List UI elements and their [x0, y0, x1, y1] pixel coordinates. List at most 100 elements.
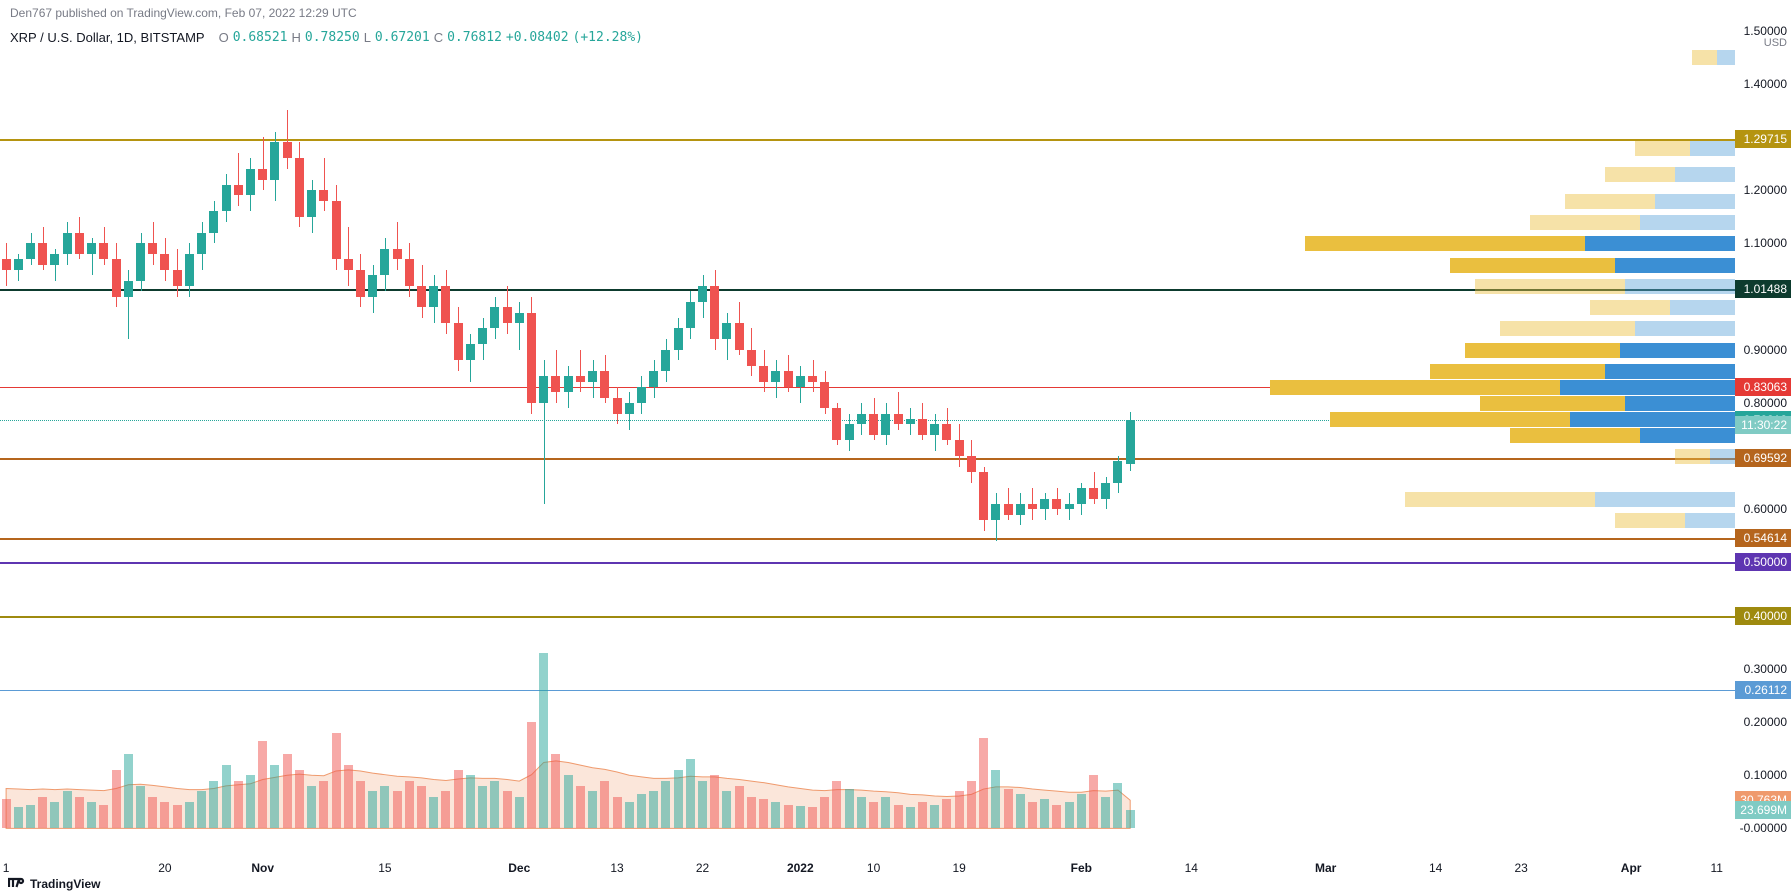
- volume-bar: [87, 802, 96, 829]
- candle-body: [124, 281, 133, 297]
- volume-bar: [270, 765, 279, 829]
- candle-body: [319, 190, 328, 201]
- volume-bar: [686, 759, 695, 828]
- volume-bar: [405, 781, 414, 829]
- candle-body: [1028, 504, 1037, 509]
- candle-body: [503, 307, 512, 323]
- vp-buy-bar: [1565, 194, 1655, 209]
- candle-body: [478, 328, 487, 344]
- candle-body: [185, 254, 194, 286]
- vp-sell-bar: [1640, 428, 1735, 443]
- candle-body: [160, 254, 169, 270]
- volume-bar: [942, 799, 951, 828]
- candle-body: [710, 286, 719, 339]
- candle-body: [50, 254, 59, 265]
- vp-buy-bar: [1605, 167, 1675, 182]
- y-tick: 0.90000: [1744, 343, 1787, 357]
- volume-bar: [112, 770, 121, 829]
- vp-sell-bar: [1717, 50, 1735, 65]
- vp-buy-bar: [1305, 236, 1585, 251]
- volume-bar: [857, 797, 866, 829]
- publish-header: Den767 published on TradingView.com, Feb…: [10, 6, 357, 20]
- y-tick: 1.40000: [1744, 77, 1787, 91]
- volume-bar: [124, 754, 133, 828]
- x-tick: 2022: [787, 861, 814, 875]
- x-tick: 1: [3, 861, 10, 875]
- volume-bar: [478, 786, 487, 829]
- candle-body: [441, 286, 450, 323]
- candle-body: [405, 259, 414, 286]
- candle-body: [490, 307, 499, 328]
- candle-body: [246, 169, 255, 196]
- y-tick: -0.00000: [1740, 821, 1787, 835]
- candle-body: [75, 233, 84, 254]
- volume-bar: [588, 791, 597, 828]
- volume-bar: [613, 797, 622, 829]
- vp-buy-bar: [1590, 300, 1670, 315]
- vp-buy-bar: [1530, 215, 1640, 230]
- horizontal-line[interactable]: [0, 458, 1735, 460]
- candle-body: [894, 414, 903, 425]
- volume-bar: [576, 786, 585, 829]
- candle-body: [625, 403, 634, 414]
- x-axis[interactable]: 120Nov15Dec132220221019Feb14Mar1423Apr11: [0, 855, 1735, 893]
- volume-bar: [1052, 805, 1061, 829]
- volume-bar: [50, 802, 59, 829]
- candle-body: [722, 323, 731, 339]
- price-tag: 1.01488: [1735, 280, 1791, 298]
- volume-bar: [967, 781, 976, 829]
- horizontal-line[interactable]: [0, 538, 1735, 540]
- candle-body: [759, 366, 768, 382]
- vp-sell-bar: [1620, 343, 1735, 358]
- candle-body: [429, 286, 438, 307]
- volume-bar: [148, 797, 157, 829]
- candle-body: [99, 243, 108, 259]
- candle-body: [967, 456, 976, 472]
- volume-bar: [393, 791, 402, 828]
- chart-area[interactable]: [0, 20, 1735, 855]
- volume-bar: [75, 797, 84, 829]
- candle-wick: [397, 222, 398, 270]
- y-tick: 1.20000: [1744, 183, 1787, 197]
- candle-body: [869, 414, 878, 435]
- volume-bar: [1004, 789, 1013, 829]
- candle-body: [747, 350, 756, 366]
- vp-buy-bar: [1692, 50, 1717, 65]
- volume-bar: [637, 794, 646, 829]
- candle-body: [63, 233, 72, 254]
- footer-text: TradingView: [30, 877, 100, 891]
- horizontal-line[interactable]: [0, 690, 1735, 691]
- tradingview-logo[interactable]: TradingView: [8, 876, 100, 891]
- vp-buy-bar: [1480, 396, 1625, 411]
- horizontal-line[interactable]: [0, 139, 1735, 141]
- candle-body: [14, 259, 23, 270]
- candle-wick: [324, 158, 325, 211]
- candle-body: [1077, 488, 1086, 504]
- volume-bar: [735, 786, 744, 829]
- vp-sell-bar: [1655, 194, 1735, 209]
- x-tick: 10: [867, 861, 880, 875]
- volume-bar: [356, 781, 365, 829]
- candle-body: [26, 243, 35, 259]
- volume-bar: [332, 733, 341, 829]
- horizontal-line[interactable]: [0, 616, 1735, 618]
- volume-bar: [441, 791, 450, 828]
- x-tick: 11: [1710, 861, 1722, 875]
- candle-body: [393, 249, 402, 260]
- volume-bar: [527, 722, 536, 828]
- candle-body: [173, 270, 182, 286]
- x-tick: 14: [1429, 861, 1442, 875]
- horizontal-line[interactable]: [0, 562, 1735, 564]
- volume-bar: [991, 770, 1000, 829]
- volume-bar: [894, 805, 903, 829]
- volume-bar: [649, 791, 658, 828]
- candle-body: [991, 504, 1000, 520]
- candle-body: [258, 169, 267, 180]
- candle-body: [771, 371, 780, 382]
- y-axis[interactable]: 1.400001.200001.100000.900000.800000.600…: [1735, 20, 1791, 855]
- volume-bar: [551, 754, 560, 828]
- price-tag: 0.69592: [1735, 449, 1791, 467]
- volume-bar: [832, 781, 841, 829]
- candle-body: [808, 376, 817, 381]
- volume-bar: [710, 775, 719, 828]
